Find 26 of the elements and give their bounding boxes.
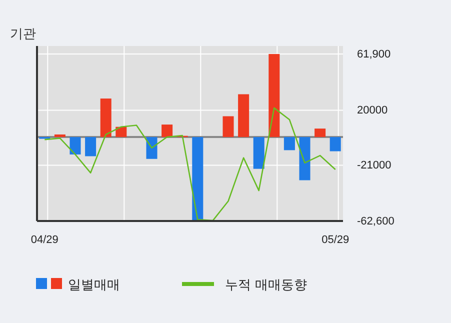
x-tick-label: 04/29	[30, 234, 58, 246]
bar	[222, 116, 234, 138]
y-tick-label: 61,900	[357, 48, 391, 61]
bar	[162, 124, 173, 138]
bar	[116, 126, 127, 138]
bar	[54, 134, 66, 138]
bar	[284, 137, 295, 150]
bar	[314, 128, 326, 138]
bar	[299, 137, 310, 180]
legend-label: 일별매매	[68, 278, 120, 293]
y-tick-label: -21000	[357, 160, 392, 172]
line-series	[44, 107, 336, 222]
bar	[146, 137, 158, 159]
bar	[253, 137, 264, 169]
bar	[268, 54, 280, 138]
bar	[85, 137, 96, 156]
legend-label: 누적 매매동향	[225, 278, 308, 293]
y-tick-label: 20000	[357, 104, 388, 117]
chart-title: 기관	[10, 27, 36, 42]
bar	[330, 137, 341, 152]
bar	[238, 94, 250, 138]
y-tick-label: -62,600	[357, 216, 394, 228]
bar	[70, 137, 81, 154]
bar	[100, 98, 112, 138]
x-tick-label: 05/29	[322, 234, 350, 246]
bar	[192, 137, 204, 221]
